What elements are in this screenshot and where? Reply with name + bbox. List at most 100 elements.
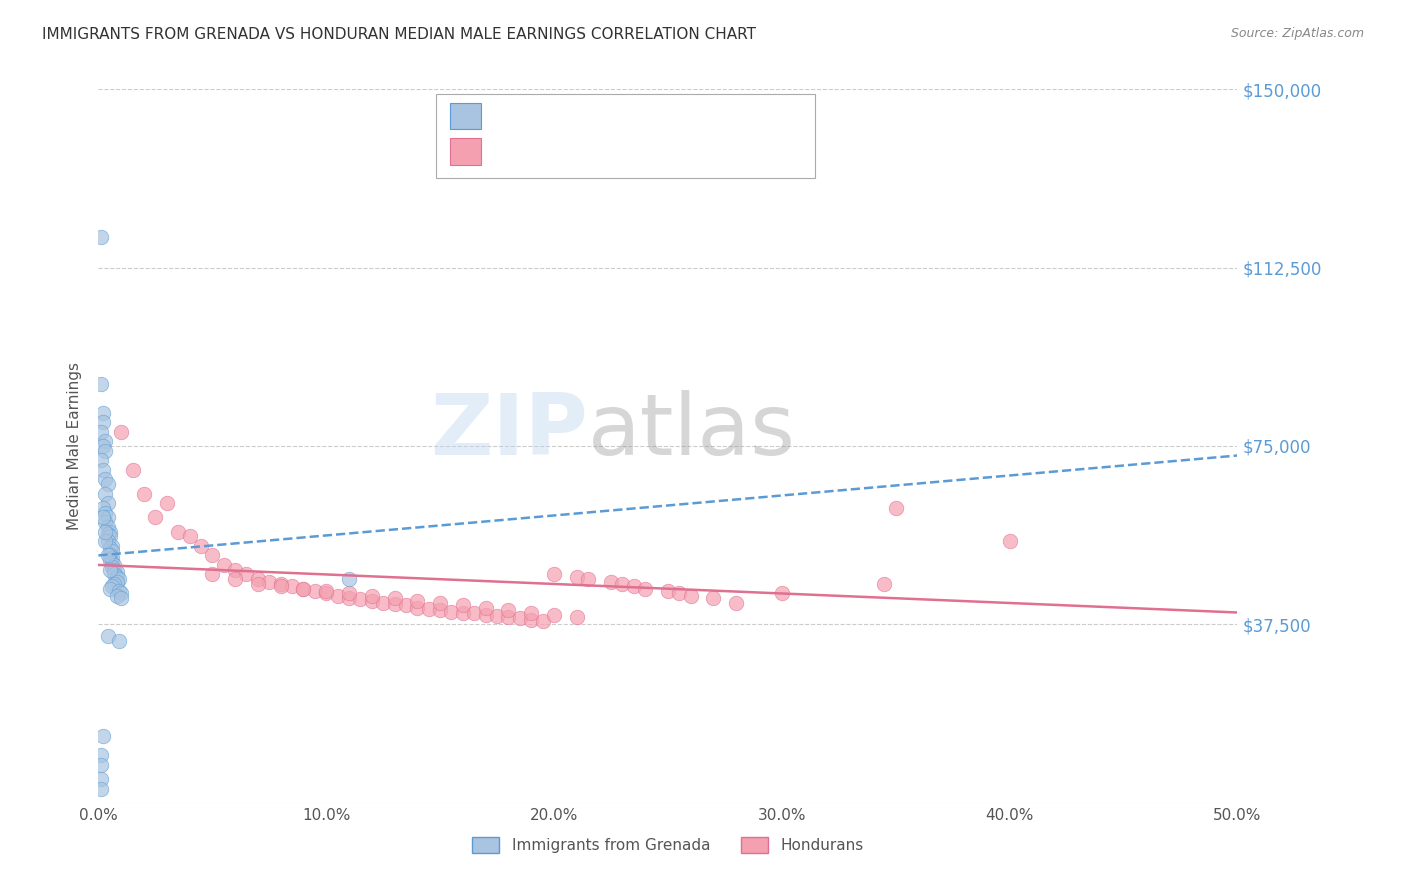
Point — [94, 524, 117, 539]
Point — [679, 589, 702, 603]
Point — [101, 579, 124, 593]
Point — [94, 434, 117, 449]
Point — [224, 572, 246, 586]
Point — [498, 603, 520, 617]
Text: N =: N = — [619, 109, 648, 123]
Point — [94, 534, 117, 549]
Point — [98, 582, 121, 596]
Point — [623, 579, 645, 593]
Point — [463, 607, 485, 621]
Point — [668, 586, 690, 600]
Point — [873, 577, 896, 591]
Point — [360, 593, 382, 607]
Point — [91, 406, 114, 420]
Point — [429, 603, 451, 617]
Point — [246, 577, 269, 591]
Point — [145, 510, 167, 524]
Point — [96, 527, 118, 541]
Text: Source: ZipAtlas.com: Source: ZipAtlas.com — [1230, 27, 1364, 40]
Point — [101, 550, 124, 565]
Point — [440, 605, 463, 619]
Text: N =: N = — [619, 145, 648, 159]
Point — [96, 496, 118, 510]
Point — [101, 543, 124, 558]
Point — [520, 606, 543, 620]
Point — [337, 572, 360, 586]
Point — [281, 579, 304, 593]
Point — [349, 592, 371, 607]
Point — [101, 539, 124, 553]
Text: R =: R = — [492, 109, 520, 123]
Point — [190, 539, 212, 553]
Point — [90, 772, 112, 786]
Text: ZIP: ZIP — [430, 390, 588, 474]
Point — [103, 577, 125, 591]
Point — [292, 582, 315, 596]
Point — [474, 607, 496, 622]
Point — [94, 443, 117, 458]
Point — [105, 589, 128, 603]
Point — [90, 781, 112, 796]
Text: atlas: atlas — [588, 390, 796, 474]
Point — [96, 477, 118, 491]
Point — [105, 565, 128, 579]
Point — [998, 534, 1021, 549]
Point — [770, 586, 793, 600]
Point — [235, 567, 257, 582]
Point — [384, 597, 406, 611]
Point — [565, 610, 588, 624]
Point — [167, 524, 190, 539]
Point — [315, 586, 337, 600]
Point — [576, 572, 599, 586]
Point — [360, 589, 382, 603]
Point — [884, 500, 907, 515]
Point — [96, 520, 118, 534]
Point — [105, 574, 128, 589]
Point — [94, 486, 117, 500]
Point — [429, 596, 451, 610]
Point — [315, 584, 337, 599]
Point — [201, 567, 224, 582]
Point — [520, 613, 543, 627]
Point — [108, 634, 131, 648]
Point — [725, 596, 748, 610]
Point — [531, 614, 554, 628]
Point — [201, 549, 224, 563]
Point — [91, 729, 114, 743]
Point — [110, 591, 132, 606]
Point — [90, 377, 112, 392]
Point — [543, 607, 565, 622]
Point — [156, 496, 179, 510]
Point — [270, 579, 292, 593]
Point — [110, 586, 132, 600]
Point — [337, 591, 360, 606]
Point — [246, 572, 269, 586]
Text: 71: 71 — [665, 143, 688, 161]
Point — [108, 572, 131, 586]
Point — [103, 563, 125, 577]
Point — [103, 567, 125, 582]
Point — [418, 601, 440, 615]
Point — [543, 567, 565, 582]
Point — [451, 606, 474, 620]
Point — [371, 596, 394, 610]
Point — [657, 584, 679, 599]
Point — [224, 563, 246, 577]
Point — [101, 556, 124, 570]
Point — [96, 629, 118, 643]
Point — [702, 591, 724, 606]
Point — [110, 425, 132, 439]
Point — [474, 600, 496, 615]
Point — [91, 510, 114, 524]
Text: 0.029: 0.029 — [541, 107, 593, 125]
Point — [132, 486, 155, 500]
Point — [91, 463, 114, 477]
Point — [486, 609, 509, 624]
Point — [179, 529, 201, 543]
Point — [384, 591, 406, 606]
Point — [406, 600, 429, 615]
Point — [108, 584, 131, 599]
Point — [395, 599, 418, 613]
Point — [292, 582, 315, 596]
Point — [98, 553, 121, 567]
